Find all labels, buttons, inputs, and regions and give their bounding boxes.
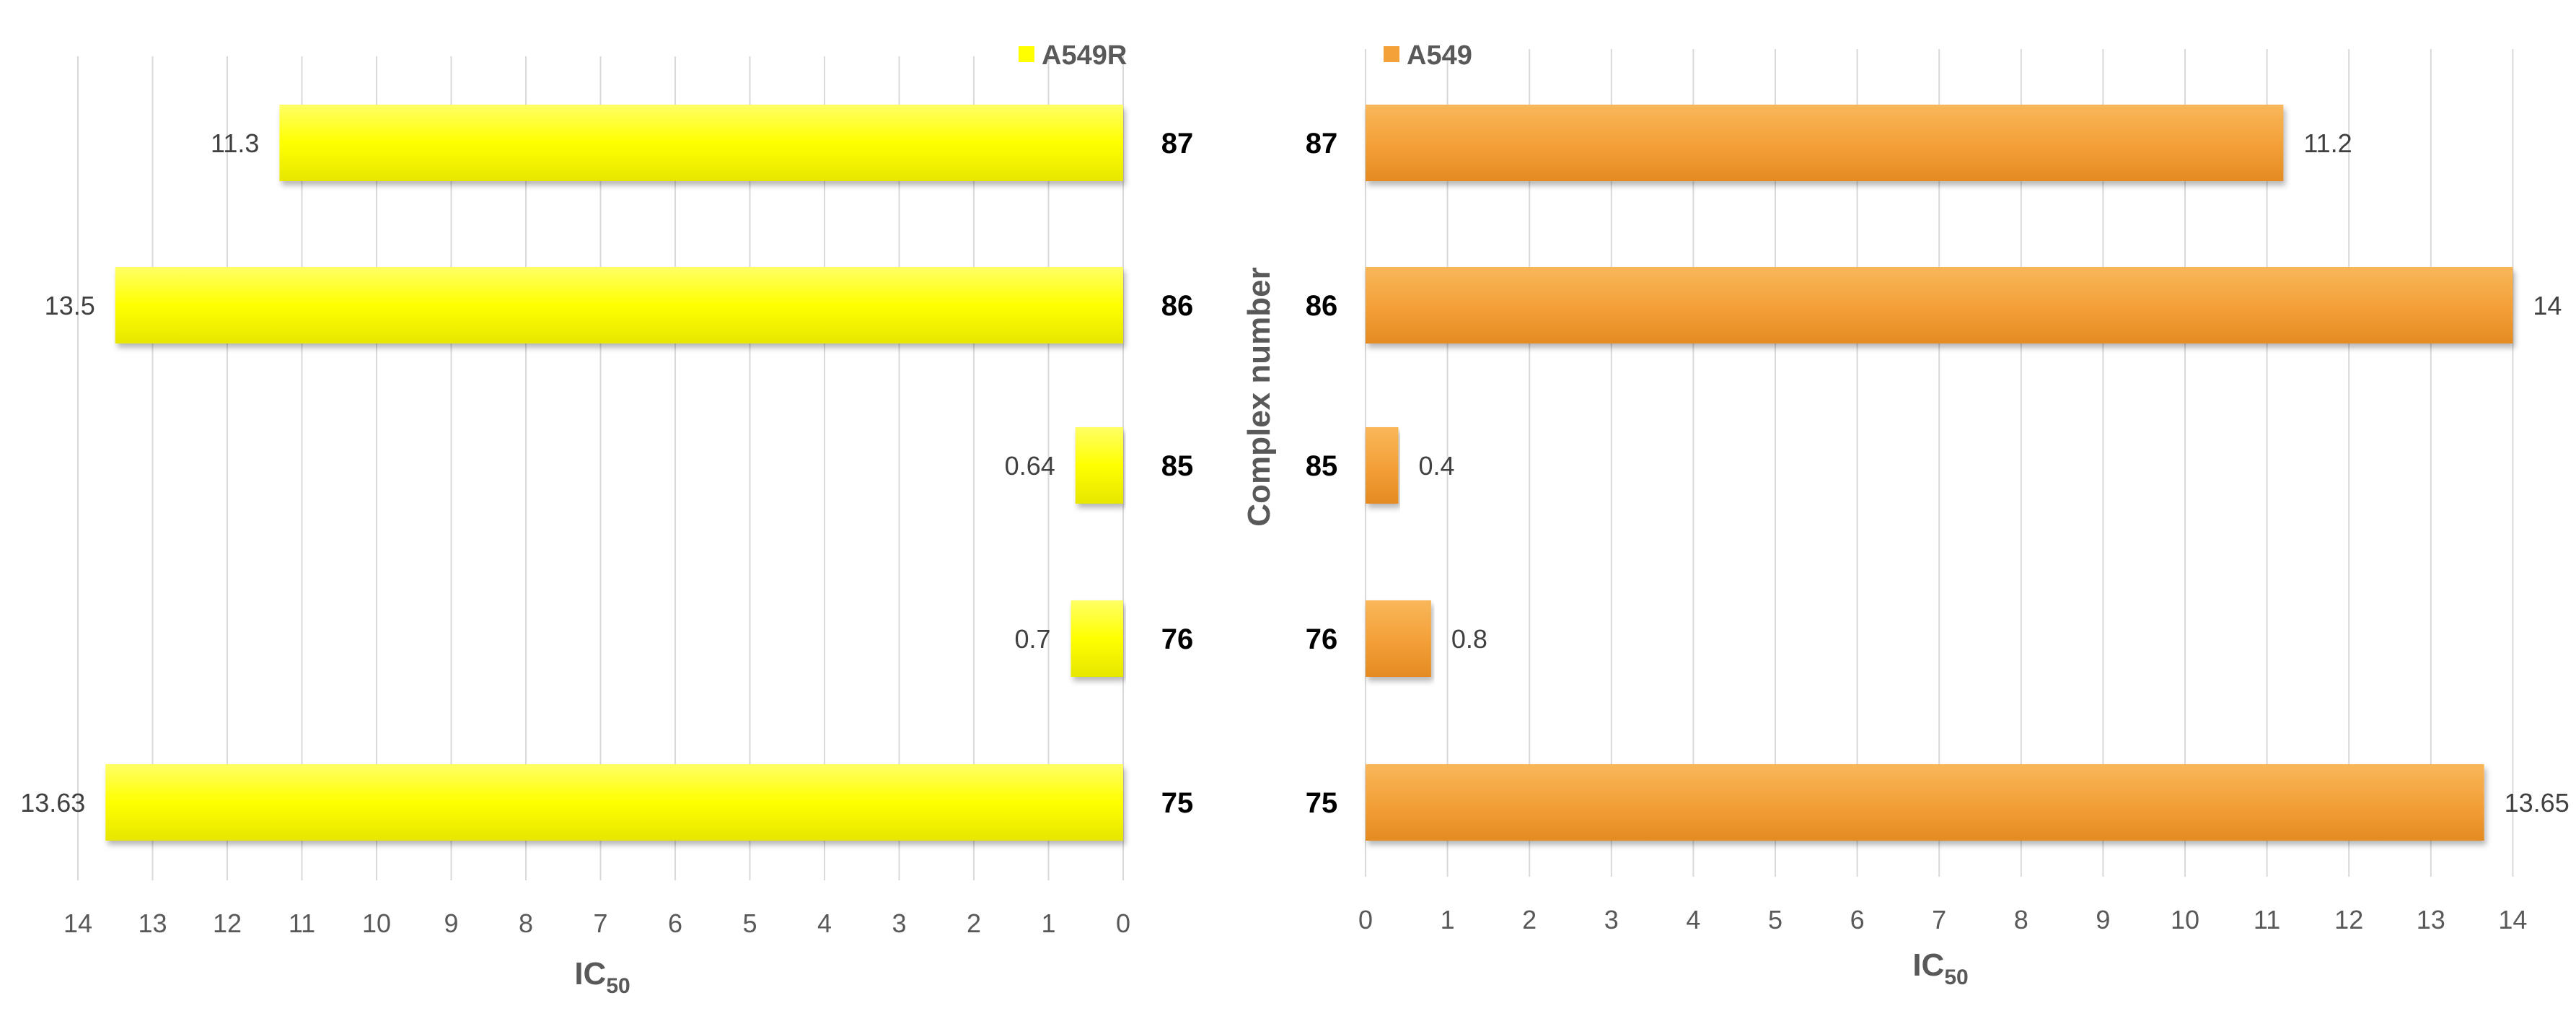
bar <box>279 105 1124 181</box>
right-gridlines <box>1365 49 2514 877</box>
x-tick-label: 10 <box>362 908 391 938</box>
x-tick-label: 7 <box>1932 905 1946 934</box>
x-tick-label: 11 <box>2254 905 2280 934</box>
bar <box>1071 600 1123 677</box>
right-x-axis-title: IC50 <box>1912 947 1968 989</box>
data-label: 0.7 <box>1015 624 1051 654</box>
left-legend: A549R <box>1019 40 1127 71</box>
bar <box>1366 600 1431 677</box>
data-label: 0.64 <box>1005 451 1055 481</box>
category-label: 85 <box>1161 450 1194 482</box>
category-label: 87 <box>1161 128 1194 159</box>
right-legend-label: A549 <box>1407 40 1472 71</box>
x-tick-label: 12 <box>213 908 242 938</box>
left-bars <box>105 105 1124 841</box>
data-label: 14 <box>2533 291 2562 320</box>
data-label: 11.2 <box>2303 128 2352 158</box>
left-legend-label: A549R <box>1042 40 1127 71</box>
right-legend: A549 <box>1384 40 1472 71</box>
x-tick-label: 6 <box>1850 905 1865 934</box>
left-category-labels: 87 86 85 76 75 <box>1161 128 1194 819</box>
category-label: 75 <box>1161 787 1194 819</box>
left-tick-labels: 14 13 12 11 10 9 8 7 6 5 4 3 2 1 0 <box>63 908 1130 938</box>
right-bars <box>1366 105 2513 841</box>
data-label: 0.4 <box>1418 451 1454 481</box>
data-label: 11.3 <box>211 128 259 158</box>
x-tick-label: 14 <box>63 908 92 938</box>
x-tick-label: 5 <box>1768 905 1782 934</box>
bar <box>105 764 1123 841</box>
category-label: 86 <box>1161 290 1194 322</box>
x-tick-label: 1 <box>1441 905 1455 934</box>
data-label: 13.5 <box>45 291 95 320</box>
category-label: 76 <box>1306 623 1338 655</box>
bar <box>1366 267 2513 343</box>
x-tick-label: 3 <box>1604 905 1619 934</box>
x-tick-label: 0 <box>1116 908 1130 938</box>
right-legend-swatch <box>1384 46 1399 62</box>
bar <box>1366 764 2484 841</box>
x-tick-label: 2 <box>1522 905 1537 934</box>
right-tick-labels: 0 1 2 3 4 5 6 7 8 9 10 11 12 13 14 <box>1358 905 2527 934</box>
x-tick-label: 14 <box>2498 905 2527 934</box>
x-tick-label: 6 <box>668 908 682 938</box>
x-tick-label: 2 <box>967 908 981 938</box>
x-tick-label: 10 <box>2171 905 2199 934</box>
x-tick-label: 12 <box>2334 905 2363 934</box>
left-x-axis-title: IC50 <box>574 956 630 998</box>
x-tick-label: 8 <box>2014 905 2028 934</box>
x-tick-label: 11 <box>289 908 315 938</box>
right-category-labels: 87 86 85 76 75 <box>1306 128 1338 819</box>
x-tick-label: 8 <box>519 908 533 938</box>
left-gridlines <box>77 56 1124 880</box>
category-label: 86 <box>1306 290 1338 322</box>
x-tick-label: 9 <box>2096 905 2110 934</box>
x-tick-label: 3 <box>892 908 906 938</box>
x-tick-label: 13 <box>2417 905 2445 934</box>
category-label: 76 <box>1161 623 1194 655</box>
bar <box>1075 427 1123 504</box>
category-label: 75 <box>1306 787 1338 819</box>
x-tick-label: 7 <box>593 908 607 938</box>
x-tick-label: 13 <box>138 908 167 938</box>
left-data-labels: 11.3 13.5 0.64 0.7 13.63 <box>20 128 1055 818</box>
x-tick-label: 4 <box>1686 905 1700 934</box>
x-tick-label: 5 <box>742 908 757 938</box>
x-tick-label: 4 <box>817 908 832 938</box>
x-tick-label: 9 <box>444 908 458 938</box>
left-legend-swatch <box>1019 46 1034 62</box>
bar <box>1366 427 1399 504</box>
right-data-labels: 11.2 14 0.4 0.8 13.65 <box>1418 128 2569 818</box>
x-tick-label: 0 <box>1358 905 1373 934</box>
data-label: 0.8 <box>1451 624 1487 654</box>
category-label: 85 <box>1306 450 1338 482</box>
bar <box>115 267 1123 343</box>
right-y-axis-title: Complex number <box>1241 267 1277 526</box>
x-tick-label: 1 <box>1041 908 1055 938</box>
bar <box>1366 105 2284 181</box>
category-label: 87 <box>1306 128 1338 159</box>
data-label: 13.63 <box>20 788 85 818</box>
data-label: 13.65 <box>2505 788 2570 818</box>
